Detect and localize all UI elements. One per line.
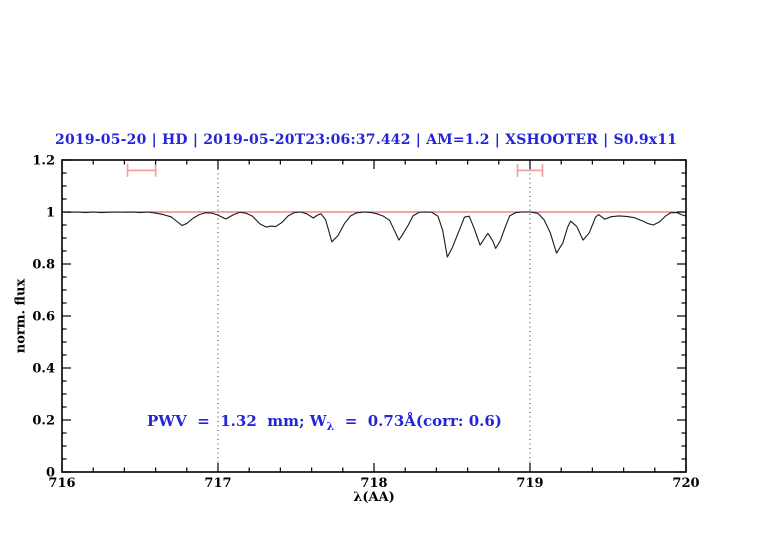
y-tick-label: 0.4 <box>32 362 55 377</box>
y-tick-label: 0.6 <box>32 310 55 325</box>
y-axis-label: norm. flux <box>13 278 29 354</box>
range-marker <box>126 163 157 177</box>
y-tick-label: 1.2 <box>32 154 55 169</box>
y-tick-label: 0.2 <box>32 414 55 429</box>
y-tick-label: 0.8 <box>32 258 55 273</box>
pwv-annotation: PWV = 1.32 mm; Wλ = 0.73Å(corr: 0.6) <box>147 412 502 433</box>
pwv-text: PWV = 1.32 mm; W <box>147 412 327 430</box>
y-tick-label: 1 <box>46 206 55 221</box>
pwv-value-text: = 0.73Å(corr: 0.6) <box>334 412 502 430</box>
spectrum-line <box>61 211 687 258</box>
x-tick-label: 716 <box>48 476 75 491</box>
plot-title: 2019-05-20 | HD | 2019-05-20T23:06:37.44… <box>55 132 678 148</box>
pwv-lambda-subscript: λ <box>326 420 335 433</box>
x-axis-label: λ(AA) <box>353 490 395 505</box>
x-tick-label: 717 <box>204 476 231 491</box>
range-marker <box>516 163 544 177</box>
x-tick-label: 718 <box>360 476 387 491</box>
x-tick-label: 719 <box>516 476 543 491</box>
y-tick-label: 0 <box>46 466 55 481</box>
x-tick-label: 720 <box>672 476 699 491</box>
